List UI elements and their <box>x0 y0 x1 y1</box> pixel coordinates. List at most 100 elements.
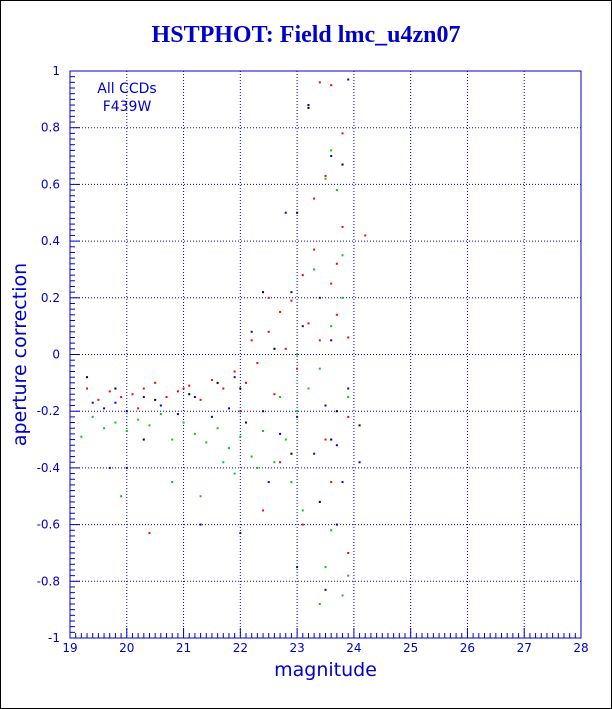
data-point <box>210 379 213 382</box>
data-point <box>335 189 338 192</box>
data-point <box>290 481 293 484</box>
data-point <box>222 461 225 464</box>
data-point <box>290 452 293 455</box>
data-point <box>330 84 333 87</box>
data-point <box>199 523 202 526</box>
data-point <box>103 407 106 410</box>
data-point <box>324 174 327 177</box>
data-point <box>341 594 344 597</box>
data-point <box>188 393 191 396</box>
annotation-line-2: F439W <box>103 99 152 115</box>
data-point <box>267 296 270 299</box>
data-point <box>313 268 316 271</box>
data-point <box>296 211 299 214</box>
data-point <box>125 466 128 469</box>
data-point <box>301 325 304 328</box>
x-axis-label: magnitude <box>274 659 377 681</box>
x-tick-label: 20 <box>119 641 134 655</box>
data-point <box>330 282 333 285</box>
x-tick-label: 21 <box>176 641 191 655</box>
data-point <box>284 211 287 214</box>
data-point <box>318 602 321 605</box>
data-point <box>290 291 293 294</box>
data-point <box>347 415 350 418</box>
data-point <box>114 421 117 424</box>
data-point <box>239 387 242 390</box>
data-point <box>347 574 350 577</box>
data-point <box>216 381 219 384</box>
y-tick-label: -0.8 <box>37 574 60 588</box>
data-point <box>108 466 111 469</box>
data-point <box>273 393 276 396</box>
data-point <box>341 296 344 299</box>
data-point <box>205 441 208 444</box>
x-tick-label: 24 <box>346 641 361 655</box>
data-point <box>313 452 316 455</box>
data-point <box>364 234 367 237</box>
data-point <box>335 523 338 526</box>
data-point <box>341 132 344 135</box>
data-point <box>273 461 276 464</box>
data-point <box>103 427 106 430</box>
data-point <box>256 362 259 365</box>
data-point <box>301 509 304 512</box>
data-point <box>137 418 140 421</box>
x-tick-label: 25 <box>403 641 418 655</box>
data-point <box>347 387 350 390</box>
data-point <box>188 384 191 387</box>
data-point <box>318 367 321 370</box>
x-tick-label: 22 <box>233 641 248 655</box>
data-point <box>199 398 202 401</box>
data-point <box>318 296 321 299</box>
data-point <box>91 401 94 404</box>
data-point <box>313 197 316 200</box>
data-point <box>250 339 253 342</box>
data-point <box>176 413 179 416</box>
data-point <box>347 551 350 554</box>
data-point <box>216 427 219 430</box>
data-point <box>154 381 157 384</box>
data-point <box>262 509 265 512</box>
data-point <box>324 438 327 441</box>
data-point <box>358 424 361 427</box>
chart-title: HSTPHOT: Field lmc_u4zn07 <box>151 22 461 48</box>
data-point <box>335 410 338 413</box>
data-point <box>267 481 270 484</box>
data-point <box>233 370 236 373</box>
data-point <box>114 401 117 404</box>
data-point <box>245 421 248 424</box>
data-point <box>193 396 196 399</box>
data-point <box>233 376 236 379</box>
data-point <box>347 336 350 339</box>
data-point <box>335 262 338 265</box>
data-point <box>148 532 151 535</box>
data-point <box>279 432 282 435</box>
data-point <box>330 339 333 342</box>
data-point <box>267 330 270 333</box>
data-point <box>330 325 333 328</box>
data-point <box>239 410 242 413</box>
data-point <box>86 387 89 390</box>
data-point <box>324 566 327 569</box>
data-point <box>324 404 327 407</box>
data-point <box>182 387 185 390</box>
x-tick-label: 26 <box>460 641 475 655</box>
y-axis-label: aperture correction <box>9 263 31 446</box>
data-point <box>159 413 162 416</box>
data-point <box>256 466 259 469</box>
data-point <box>159 404 162 407</box>
data-point <box>125 410 128 413</box>
data-point <box>262 430 265 433</box>
x-tick-label: 27 <box>517 641 532 655</box>
data-point <box>86 376 89 379</box>
data-point <box>341 254 344 257</box>
data-point <box>165 396 168 399</box>
data-point <box>245 381 248 384</box>
data-point <box>154 398 157 401</box>
y-tick-label: 1 <box>52 64 60 78</box>
data-point <box>341 481 344 484</box>
annotation-line-1: All CCDs <box>97 81 156 97</box>
data-point <box>171 481 174 484</box>
data-point <box>307 106 310 109</box>
